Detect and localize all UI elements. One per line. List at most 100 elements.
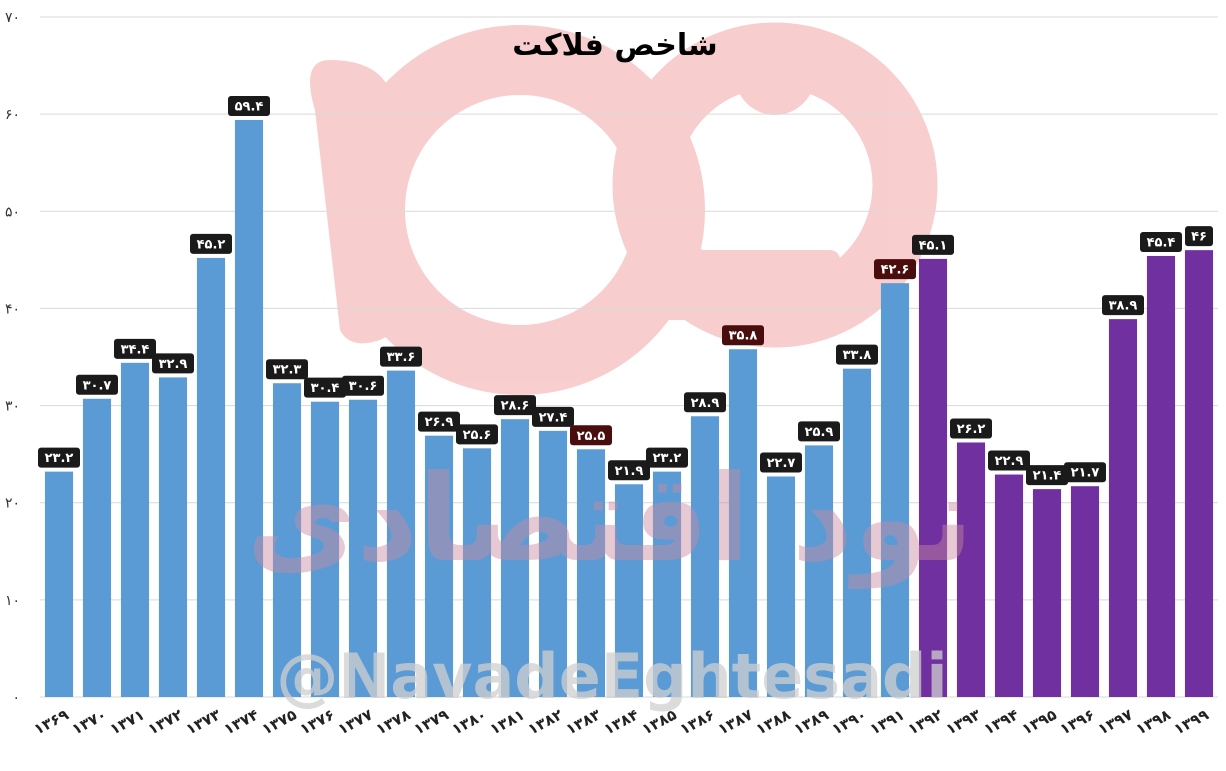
bar <box>804 445 834 697</box>
bar <box>82 398 112 697</box>
x-tick-label: ۱۳۷۱ <box>107 705 148 738</box>
x-tick-group: ۱۳۹۸ <box>1133 705 1174 738</box>
bar <box>462 448 492 697</box>
data-label-box <box>190 233 232 254</box>
data-label: ۳۰.۶ <box>349 379 378 394</box>
data-label: ۲۲.۷ <box>767 456 796 471</box>
x-tick-group: ۱۳۹۵ <box>1019 705 1060 738</box>
bar <box>348 399 378 697</box>
bar <box>120 362 150 697</box>
bar <box>1070 486 1100 697</box>
data-label: ۲۳.۲ <box>653 451 682 466</box>
bar <box>44 471 74 697</box>
x-tick-group: ۱۳۹۹ <box>1171 705 1212 738</box>
x-tick-group: ۱۳۹۴ <box>981 705 1022 738</box>
bar <box>1184 250 1214 697</box>
data-label: ۴۵.۲ <box>197 237 226 252</box>
data-label: ۳۰.۷ <box>83 378 112 393</box>
data-label: ۵۹.۴ <box>235 99 264 114</box>
x-tick-label: ۱۳۹۵ <box>1019 705 1060 738</box>
data-label: ۲۳.۲ <box>45 451 74 466</box>
data-label-box <box>76 374 118 395</box>
y-tick-label: ۳۰ <box>5 399 20 415</box>
bars <box>44 119 1214 697</box>
bar <box>614 484 644 697</box>
y-tick-label: ۰ <box>12 690 20 706</box>
x-tick-group: ۱۳۷۲ <box>145 705 186 738</box>
data-label-box <box>152 353 194 374</box>
y-axis-ticks: ۰ ۱۰ ۲۰ ۳۰ ۴۰ ۵۰ ۶۰ ۷۰ <box>5 10 20 706</box>
data-label: ۴۵.۴ <box>1147 235 1176 250</box>
data-label: ۴۶ <box>1191 230 1207 245</box>
bar <box>690 416 720 697</box>
data-label: ۲۱.۴ <box>1033 469 1062 484</box>
bar <box>994 474 1024 697</box>
y-tick-label: ۴۰ <box>5 301 20 317</box>
data-label-box <box>456 424 498 445</box>
bar <box>538 430 568 697</box>
data-label-box <box>836 344 878 365</box>
data-label: ۴۵.۱ <box>919 238 948 253</box>
data-label-box <box>1064 462 1106 483</box>
data-label: ۳۲.۹ <box>159 357 188 372</box>
data-label-box <box>532 406 574 427</box>
x-tick-group: ۱۳۹۳ <box>943 705 984 738</box>
x-tick-label: ۱۳۷۳ <box>183 705 224 738</box>
x-tick-label: ۱۳۹۷ <box>1095 705 1136 738</box>
data-label: ۲۲.۹ <box>995 454 1024 469</box>
chart-title: شاخص فلاکت <box>512 28 717 63</box>
y-tick-label: ۵۰ <box>5 204 20 220</box>
data-label: ۲۷.۴ <box>539 410 568 425</box>
data-label: ۳۳.۶ <box>387 350 416 365</box>
watermark-logo-text: نود اقتصادی <box>246 450 973 589</box>
data-label-box <box>570 425 612 446</box>
data-label-box <box>38 447 80 468</box>
data-label-box <box>874 259 916 280</box>
bar <box>652 471 682 697</box>
data-label: ۳۲.۳ <box>273 363 302 378</box>
y-tick-label: ۶۰ <box>5 107 20 123</box>
x-tick-label: ۱۳۹۹ <box>1171 705 1212 738</box>
data-label: ۳۳.۸ <box>843 348 872 363</box>
data-label: ۲۸.۹ <box>691 396 720 411</box>
bar <box>918 258 948 697</box>
bar <box>1108 319 1138 697</box>
data-label: ۳۴.۴ <box>121 342 150 357</box>
data-label-box <box>684 392 726 413</box>
x-tick-label: ۱۳۷۴ <box>221 705 262 738</box>
y-tick-label: ۱۰ <box>5 593 20 609</box>
data-label-box <box>1185 226 1213 247</box>
bar <box>196 257 226 697</box>
data-label: ۲۵.۹ <box>805 425 834 440</box>
x-tick-label: ۱۳۹۴ <box>981 705 1022 738</box>
data-label-box <box>950 418 992 439</box>
data-label: ۳۸.۹ <box>1109 299 1138 314</box>
bar <box>424 435 454 697</box>
x-tick-label: ۱۳۹۶ <box>1057 705 1098 738</box>
data-label-box <box>722 325 764 346</box>
data-label-box <box>798 421 840 442</box>
x-tick-group: ۱۳۹۷ <box>1095 705 1136 738</box>
data-label: ۲۵.۵ <box>577 429 606 444</box>
bar <box>880 283 910 697</box>
data-label-box <box>1026 465 1068 486</box>
watermark-logo-icon <box>310 22 938 395</box>
data-label-box <box>1140 231 1182 252</box>
bar <box>1146 255 1176 697</box>
bar <box>956 442 986 697</box>
data-label-box <box>266 359 308 380</box>
data-label: ۲۱.۹ <box>615 464 644 479</box>
x-tick-group: ۱۳۹۶ <box>1057 705 1098 738</box>
data-labels: ۲۳.۲ ۳۰.۷ ۳۴.۴ ۳۲.۹ ۴۵.۲ ۵۹.۴ ۳۲.۳ ۳۰.۴ ۳۰.۶ ۳۳.۶… <box>38 95 1213 486</box>
bar <box>386 370 416 697</box>
data-label-box <box>304 377 346 398</box>
data-label-box <box>380 346 422 367</box>
data-label-box <box>760 452 802 473</box>
bar <box>158 377 188 697</box>
x-tick-label: ۱۳۷۲ <box>145 705 186 738</box>
data-label: ۲۸.۶ <box>501 399 530 414</box>
bar <box>766 476 796 697</box>
bar <box>1032 489 1062 697</box>
data-label: ۲۶.۲ <box>957 422 986 437</box>
